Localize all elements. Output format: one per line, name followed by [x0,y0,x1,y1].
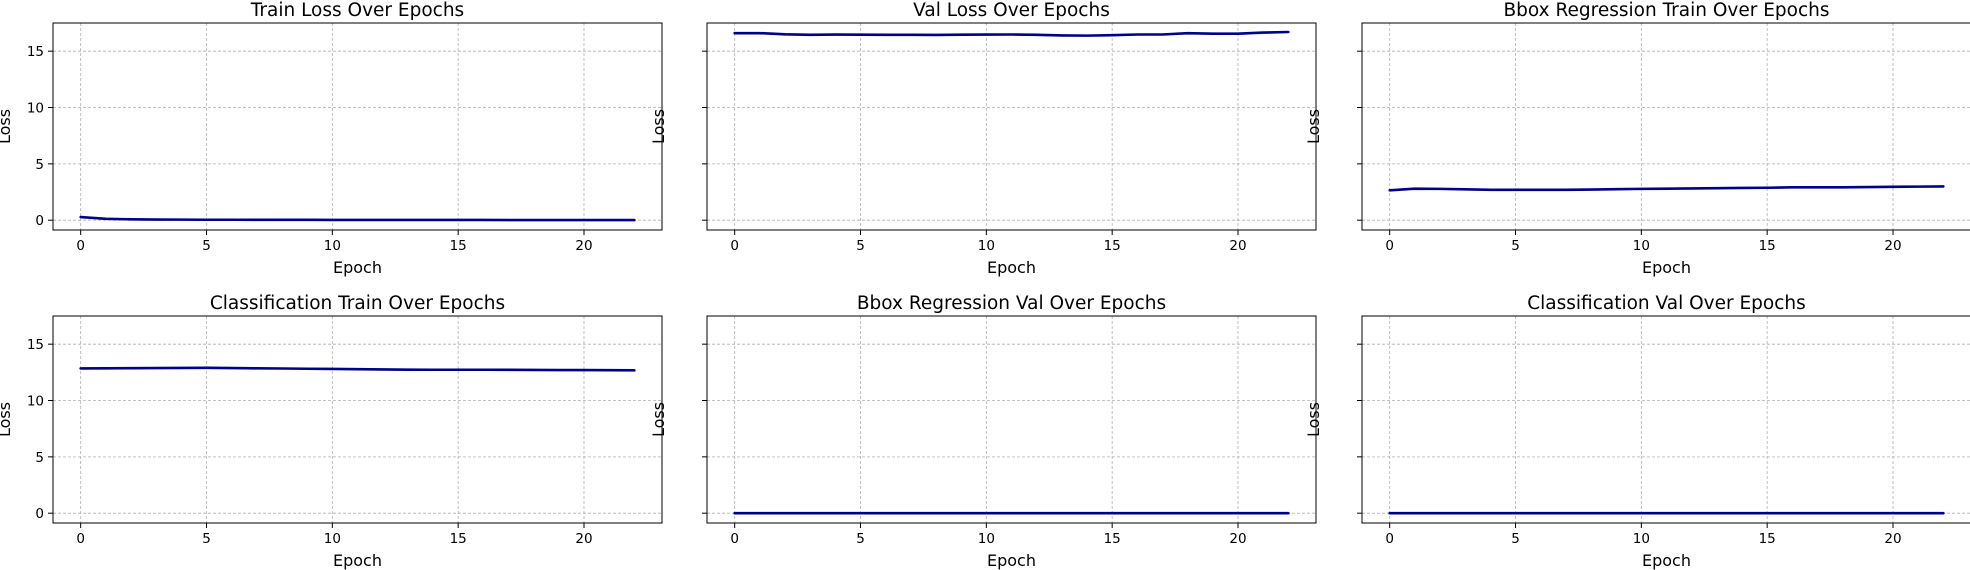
x-tick-label: 20 [575,238,592,254]
plot-frame [706,22,1317,231]
plot-frame [1361,22,1970,231]
series-line [733,30,1290,37]
x-tick-label: 0 [1385,238,1394,254]
y-tick-label: 15 [27,44,44,60]
x-tick-label: 0 [730,238,739,254]
x-tick-label: 20 [1229,238,1246,254]
x-tick-label: 15 [1759,238,1776,254]
y-axis-label: Loss [649,402,668,437]
x-tick-label: 5 [1511,238,1520,254]
chart-title: Classification Val Over Epochs [1527,293,1806,314]
x-tick-label: 10 [978,531,995,547]
subplot-3: 0 5 10 15 20 Bbox Regression Train Over Epoch… [1304,0,1970,277]
y-tick-label: 5 [35,450,44,466]
x-axis-label: Epoch [987,258,1036,277]
x-tick-label: 0 [76,531,85,547]
x-tick-label: 5 [202,238,211,254]
x-tick-label: 10 [1633,531,1650,547]
x-tick-label: 0 [730,531,739,547]
series-line [1388,185,1945,192]
series-line [79,215,636,222]
chart-title: Train Loss Over Epochs [250,0,464,21]
x-tick-label: 20 [1884,531,1901,547]
y-tick-label: 10 [27,101,44,117]
x-tick-label: 10 [324,238,341,254]
plot-frame [1361,315,1970,524]
x-tick-label: 5 [856,238,865,254]
y-tick-label: 10 [27,394,44,410]
x-axis-label: Epoch [987,551,1036,570]
x-tick-label: 15 [1104,238,1121,254]
y-axis-label: Loss [0,402,14,437]
subplot-6: 0 5 10 15 20 Classification Val Over Epochs Ep… [1304,293,1970,570]
subplot-1: 0 5 10 15 20 0 5 10 15 Train Loss Over Epochs Epoc… [0,0,663,277]
y-axis-label: Loss [1304,402,1323,437]
x-axis-label: Epoch [333,258,382,277]
x-axis-label: Epoch [1642,551,1691,570]
plot-frame [52,22,663,231]
x-tick-label: 10 [324,531,341,547]
y-axis-label: Loss [649,109,668,144]
x-tick-label: 10 [1633,238,1650,254]
chart-title: Val Loss Over Epochs [913,0,1110,21]
x-tick-label: 20 [1229,531,1246,547]
x-tick-label: 15 [1104,531,1121,547]
x-tick-label: 10 [978,238,995,254]
y-tick-label: 0 [35,506,44,522]
x-tick-label: 0 [1385,531,1394,547]
y-tick-label: 15 [27,337,44,353]
x-tick-label: 0 [76,238,85,254]
chart-title: Bbox Regression Train Over Epochs [1503,0,1829,21]
plot-frame [706,315,1317,524]
x-tick-label: 5 [202,531,211,547]
x-tick-label: 5 [856,531,865,547]
x-axis-label: Epoch [1642,258,1691,277]
series-line [79,366,636,372]
y-axis-label: Loss [0,109,14,144]
subplot-5: 0 5 10 15 20 Bbox Regression Val Over Epochs E… [649,293,1317,570]
x-tick-label: 15 [1759,531,1776,547]
subplot-4: 0 5 10 15 20 0 5 10 15 Classification Train Over … [0,293,663,570]
x-tick-label: 20 [575,531,592,547]
x-tick-label: 15 [450,531,467,547]
x-tick-label: 15 [450,238,467,254]
y-tick-label: 0 [35,213,44,229]
x-tick-label: 20 [1884,238,1901,254]
y-axis-label: Loss [1304,109,1323,144]
y-tick-label: 5 [35,157,44,173]
subplot-2: 0 5 10 15 20 Val Loss Over Epochs Epoch Loss [649,0,1317,277]
x-tick-label: 5 [1511,531,1520,547]
chart-title: Classification Train Over Epochs [210,293,505,314]
plot-frame [52,315,663,524]
x-axis-label: Epoch [333,551,382,570]
chart-title: Bbox Regression Val Over Epochs [857,293,1166,314]
